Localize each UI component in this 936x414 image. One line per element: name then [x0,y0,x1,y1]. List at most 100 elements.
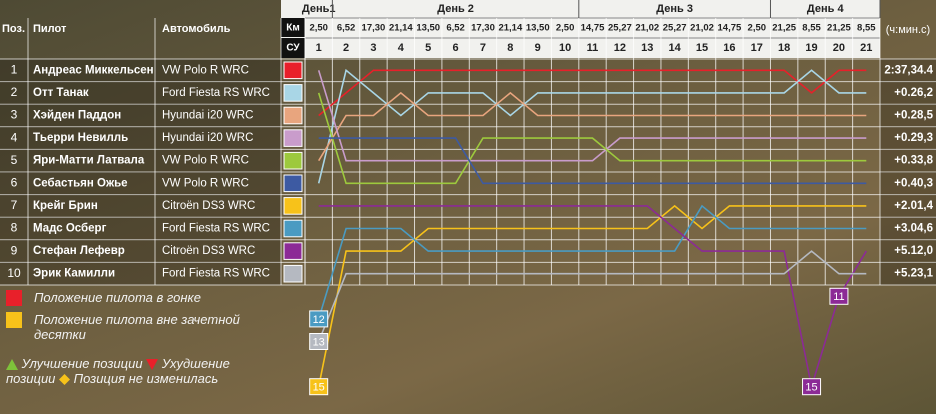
row-bg [880,239,936,263]
legend-text: Ухудшение позиции [6,356,230,386]
stage-number: 3 [370,42,376,54]
header-label: Автомобиль [162,23,231,35]
outside-box [309,310,329,328]
up-icon [6,359,18,371]
position-line [318,69,867,117]
pilot-name: Стефан Лефевр [33,245,125,257]
outside-label: 15 [805,382,817,394]
km-value: 21,02 [635,23,659,34]
header-bg [281,0,880,58]
time: 2:37,34.4 [884,64,933,76]
outside-box [309,333,329,350]
row-bg [880,149,936,172]
time: +0.26,2 [894,87,933,99]
position: 10 [7,266,21,280]
pilot-name: Отт Танак [33,87,89,99]
position-line [318,205,867,387]
time: +5.23,1 [894,268,933,280]
outside-label: 13 [313,336,325,348]
driver-swatch [283,61,303,80]
time: +0.33,8 [894,155,933,167]
km-value: 6,52 [446,23,465,34]
legend-item: Положение пилота вне зачетной десятки [6,312,276,342]
km-value: 21,25 [827,23,851,34]
car: Ford Fiesta RS WRC [162,223,270,235]
pilot-name: Хэйден Паддон [33,110,121,122]
position: 9 [11,243,18,257]
pilot-name: Мадс Осберг [33,223,107,235]
driver-swatch [283,106,303,125]
position: 2 [11,85,18,99]
stage-number: 15 [696,42,708,54]
legend-text: Позиция не изменилась [73,371,219,386]
driver-swatch [283,84,303,102]
stage-number: 14 [669,42,682,54]
row-bg [880,217,936,240]
stage-number: 13 [641,42,653,54]
car: Citroën DS3 WRC [162,200,255,212]
day-label: День 2 [437,3,474,15]
position: 1 [11,62,18,76]
row-bg [880,262,936,285]
car: Citroën DS3 WRC [162,245,255,257]
row-bg [880,172,936,195]
position-line [318,137,867,185]
pilot-name: Андреас Миккельсен [33,64,154,76]
legend-notes: Улучшение позиции Ухудшение позиции Пози… [6,356,276,386]
header-label: Пилот [33,23,67,35]
stage-number: 10 [559,42,571,54]
km-value: 21,14 [389,23,413,34]
day-label: День 3 [656,3,693,15]
pilot-name: Крейг Брин [33,200,98,212]
header-label: Поз. [2,23,25,35]
position-line [317,204,867,320]
km-value: 14,75 [718,23,742,34]
time: +0.28,5 [894,110,933,122]
stage-number: 16 [723,42,735,54]
down-icon [146,359,159,371]
km-value: 13,50 [416,23,440,34]
position-line [317,250,867,342]
km-value: 21,25 [772,23,796,34]
pilot-name: Эрик Камилли [33,268,115,280]
row-bg [880,194,936,218]
car: VW Polo R WRC [162,64,249,76]
km-value: 14,75 [581,23,605,34]
row-bg [0,126,281,150]
position-line [317,92,867,185]
stage-label: СУ [286,43,300,54]
time: +2.01,4 [894,200,933,212]
legend-item: Положение пилота в гонке [6,290,276,306]
position-line [318,91,867,162]
km-value: 17,30 [471,23,495,34]
car: Hyundai i20 WRC [162,110,253,122]
position: 4 [11,130,18,144]
pilot-name: Тьерри Невилль [33,132,128,144]
legend-swatch [6,290,22,306]
km-value: 21,14 [498,23,522,34]
position-line [317,204,867,387]
position-line [317,70,867,162]
row-bg [0,149,281,172]
time: +3.04,6 [894,223,933,235]
pilot-name: Яри-Матти Латвала [33,155,145,167]
row-bg [880,104,936,127]
stage-number: 1 [316,42,322,54]
km-value: 8,55 [857,23,876,34]
stage-number: 21 [860,42,872,54]
km-cell [281,18,305,37]
legend-text: Положение пилота вне зачетной десятки [34,312,240,342]
position: 6 [11,175,18,189]
stage-number: 9 [535,42,541,54]
legend-text: Положение пилота в гонке [34,290,201,305]
row-bg [880,81,936,105]
km-value: 21,02 [690,23,714,34]
driver-swatch [283,242,303,260]
position: 7 [11,198,18,212]
row-bg [0,104,281,127]
day-label: День 4 [807,3,845,15]
row-bg [0,217,281,240]
position: 8 [11,221,18,235]
